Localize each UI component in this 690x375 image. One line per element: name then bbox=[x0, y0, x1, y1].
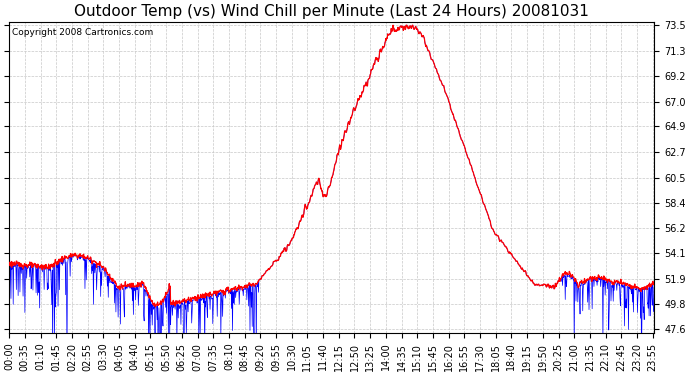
Title: Outdoor Temp (vs) Wind Chill per Minute (Last 24 Hours) 20081031: Outdoor Temp (vs) Wind Chill per Minute … bbox=[75, 4, 589, 19]
Text: Copyright 2008 Cartronics.com: Copyright 2008 Cartronics.com bbox=[12, 28, 154, 37]
